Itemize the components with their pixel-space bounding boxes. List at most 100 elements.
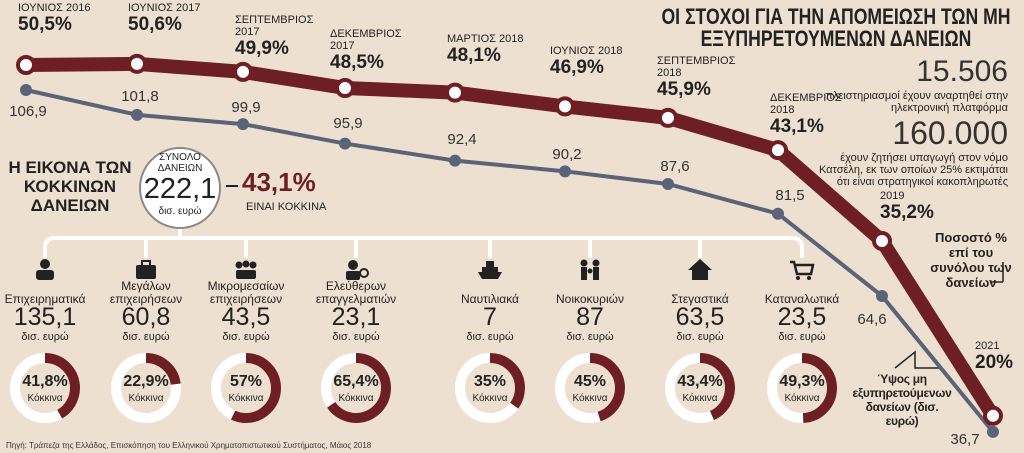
donut-caption: Κόκκινα [338,393,374,404]
target-point [768,140,788,161]
segment-name: Ελεύθερων επαγγελματιών [315,279,397,306]
donut-caption: Κόκκινα [27,393,63,404]
segment-amount: 7 [483,303,497,331]
target-point [983,405,1003,426]
donut-arc [455,353,525,423]
value-label: 95,9 [333,115,363,132]
icon-briefcase [136,260,156,279]
point-label: ΣΕΠΤΕΜΒΡΙΟΣ 2017 49,9% [235,14,317,60]
donut-label: 45% [573,373,607,390]
segment-amount: 87 [576,303,604,331]
date-label: ΙΟΥΝΙΟΣ 2016 [18,2,91,14]
segment-name: Μικρομεσαίων επιχειρήσεων [207,279,285,306]
amount-point [131,108,143,121]
value-label: 35,2% [880,202,934,223]
icon-cart [790,260,815,280]
donut-arc [321,353,391,423]
donut-caption: Κόκκινα [228,393,264,404]
icon-ship [478,261,502,279]
legend-entry: Ύψος μη εξυπηρετούμενων δανείων (δισ. ευ… [852,372,952,428]
icon-house [688,259,712,280]
target-point [445,82,465,103]
value-label: 48,5% [330,52,384,73]
donut-label: 57% [229,373,263,390]
segment-unit: δισ. ευρώ [21,331,69,343]
value-label: 50,5% [18,14,72,35]
target-point [555,96,575,117]
donut-label: 22,9% [123,373,169,390]
segment-unit: δισ. ευρώ [676,331,724,343]
stat-text: πλειστηριασμοί έχουν αναρτηθεί στην ηλεκ… [825,90,1008,114]
amount-point [237,118,249,131]
donut-label: 41,8% [22,373,68,390]
value-label: 101,8 [121,88,159,105]
point-label: ΔΕΚΕΜΒΡΙΟΣ 2018 43,1% [770,92,852,138]
total-circle [139,147,221,229]
stat-value: 160.000 [892,115,1008,151]
donut-arc [555,353,625,423]
icon-worker [346,260,369,280]
donut-caption: Κόκκινα [572,393,608,404]
value-label: 43,1% [770,116,824,137]
point-label: 2021 20% [975,340,1024,374]
point-label: ΣΕΠΤΕΜΒΡΙΟΣ 2018 45,9% [657,55,739,101]
segment-amount: 43,5 [221,303,271,331]
donut-label: 49,3% [779,373,825,390]
donut-caption: Κόκκινα [472,393,508,404]
amount-line [25,88,995,434]
date-label: ΔΕΚΕΜΒΡΙΟΣ 2018 [770,92,842,116]
target-point [658,107,678,128]
donut-arc [211,353,281,423]
point-label: ΙΟΥΝΙΟΣ 2018 46,9% [550,45,632,79]
value-label: 92,4 [447,131,477,148]
target-point [127,53,147,74]
date-label: ΙΟΥΝΙΟΣ 2017 [128,2,201,14]
segment-amount: 63,5 [675,303,725,331]
segment-unit: δισ. ευρώ [332,331,380,343]
donut-caption: Κόκκινα [784,393,820,404]
value-label: 81,5 [775,187,805,204]
amount-point [449,154,461,167]
amount-point [20,83,32,96]
donut-label: 43,4% [677,373,723,390]
legend-bracket [990,262,1004,283]
source: Πηγή: Τράπεζα της Ελλάδος, Επισκόπηση το… [6,441,372,450]
segment-amount: 23,5 [777,303,827,331]
segment-unit: δισ. ευρώ [566,331,614,343]
red-share: 43,1% [242,167,316,197]
total-label: ΣΥΝΟΛΟ ΔΑΝΕΙΩΝ [157,152,203,174]
donut-caption: Κόκκινα [682,393,718,404]
value-label: 49,9% [235,38,289,59]
donut-arc [111,353,181,423]
value-label: 48,1% [447,45,501,66]
date-label: ΔΕΚΕΜΒΡΙΟΣ 2017 [330,28,402,52]
amount-point [987,425,999,438]
bracket-drops [144,226,702,258]
icon-family [580,259,600,280]
value-label: 87,6 [660,158,690,175]
segment-unit: δισ. ευρώ [122,331,170,343]
value-label: 106,9 [9,103,47,120]
donut-caption: Κόκκινα [128,393,164,404]
segment-unit: δισ. ευρώ [222,331,270,343]
donut-label: 35% [473,373,507,390]
value-label: 46,9% [550,57,604,78]
date-label: ΜΑΡΤΙΟΣ 2018 [447,33,524,45]
value-label: 36,7 [950,431,980,448]
segment-name: Καταναλωτικά [764,292,840,306]
value-label: 50,6% [128,14,182,35]
date-label: ΙΟΥΝΙΟΣ 2018 [550,45,623,57]
amount-point [559,165,571,178]
date-label: ΣΕΠΤΕΜΒΡΙΟΣ 2017 [235,14,314,38]
stat-value: 15.506 [916,55,1008,88]
segment-name: Στεγαστικά [671,292,729,306]
point-label: ΙΟΥΝΙΟΣ 2016 50,5% [18,2,100,36]
date-label: ΣΕΠΤΕΜΒΡΙΟΣ 2018 [657,55,736,79]
segment-amount: 135,1 [13,303,77,331]
bracket-line [43,236,804,258]
target-point [335,78,355,98]
icon-business [36,259,54,280]
date-label: 2019 [880,190,905,202]
point-label: 2019 35,2% [880,190,962,224]
segment-name: Επιχειρηματικά [4,292,86,306]
